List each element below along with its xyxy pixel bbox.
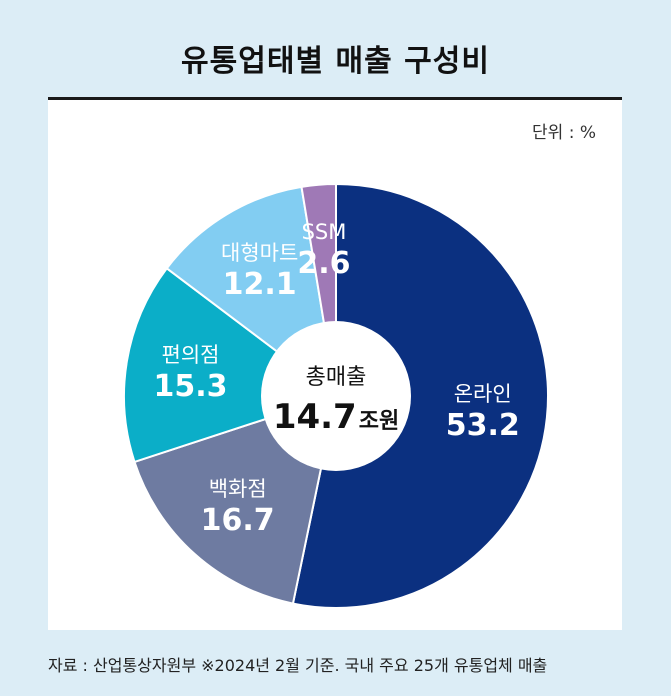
center-value-unit: 조원 — [359, 409, 399, 434]
chart-panel: 단위 : % 총매출 14.7조원 온라인 53.2 백화점 16.7 편의점 15.3 대… — [48, 100, 622, 630]
slice-name-2: 편의점 — [162, 343, 220, 367]
title-underline — [48, 97, 622, 100]
slice-name-1: 백화점 — [209, 477, 267, 501]
center-label: 총매출 — [306, 365, 367, 390]
chart-title: 유통업태별 매출 구성비 — [181, 44, 490, 79]
slice-value-0: 53.2 — [446, 408, 520, 443]
slice-name-0: 온라인 — [454, 382, 512, 406]
slice-value-4: 2.6 — [297, 246, 350, 281]
slice-name-4: SSM — [302, 220, 347, 244]
slice-2 — [123, 266, 339, 464]
slice-value-2: 15.3 — [153, 369, 227, 404]
slice-0 — [291, 182, 549, 609]
source-note: 자료 : 산업통상자원부 ※2024년 2월 기준. 국내 주요 25개 유통업… — [48, 656, 548, 675]
slice-value-1: 16.7 — [201, 503, 275, 538]
unit-label: 단위 : % — [532, 123, 596, 143]
center-value: 14.7조원 — [273, 397, 399, 437]
donut-hole — [261, 321, 411, 471]
center-value-number: 14.7 — [273, 397, 357, 437]
slice-name-3: 대형마트 — [221, 241, 298, 265]
slice-value-3: 12.1 — [223, 267, 297, 302]
